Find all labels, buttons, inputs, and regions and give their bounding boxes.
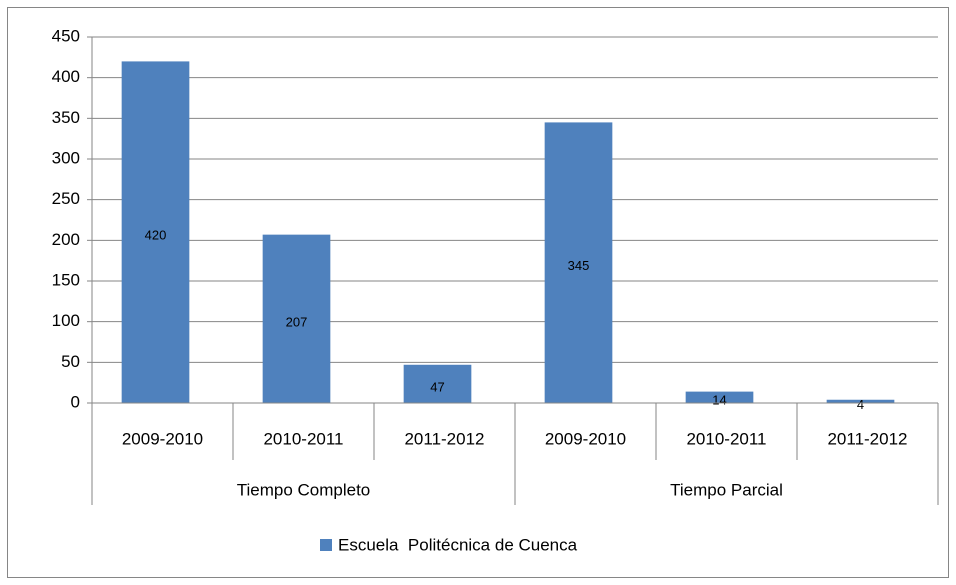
y-tick-label: 0 <box>71 392 80 411</box>
data-label: 420 <box>145 228 167 243</box>
legend-swatch <box>320 539 332 551</box>
bar <box>826 399 895 403</box>
y-tick-label: 150 <box>52 270 80 289</box>
bar <box>403 364 472 403</box>
group-label: Tiempo Completo <box>237 480 371 499</box>
data-label: 14 <box>712 393 726 408</box>
x-tick-label: 2011-2012 <box>827 429 907 448</box>
bar <box>544 122 613 404</box>
legend-label: Escuela Politécnica de Cuenca <box>338 535 578 554</box>
bar <box>262 234 331 403</box>
group-label: Tiempo Parcial <box>670 480 783 499</box>
y-tick-label: 400 <box>52 67 80 86</box>
y-tick-label: 100 <box>52 311 80 330</box>
data-label: 345 <box>568 258 590 273</box>
data-label: 47 <box>430 379 444 394</box>
x-tick-label: 2011-2012 <box>404 429 484 448</box>
bar <box>121 61 190 404</box>
y-tick-label: 50 <box>61 352 80 371</box>
x-tick-label: 2010-2011 <box>686 429 766 448</box>
x-tick-label: 2009-2010 <box>545 429 626 448</box>
y-tick-label: 350 <box>52 108 80 127</box>
y-tick-label: 200 <box>52 230 80 249</box>
y-tick-label: 300 <box>52 148 80 167</box>
y-tick-label: 250 <box>52 189 80 208</box>
bar <box>685 391 754 403</box>
y-tick-label: 450 <box>52 26 80 45</box>
data-label: 207 <box>286 314 308 329</box>
x-tick-label: 2009-2010 <box>122 429 203 448</box>
data-label: 4 <box>857 397 864 412</box>
x-tick-label: 2010-2011 <box>263 429 343 448</box>
